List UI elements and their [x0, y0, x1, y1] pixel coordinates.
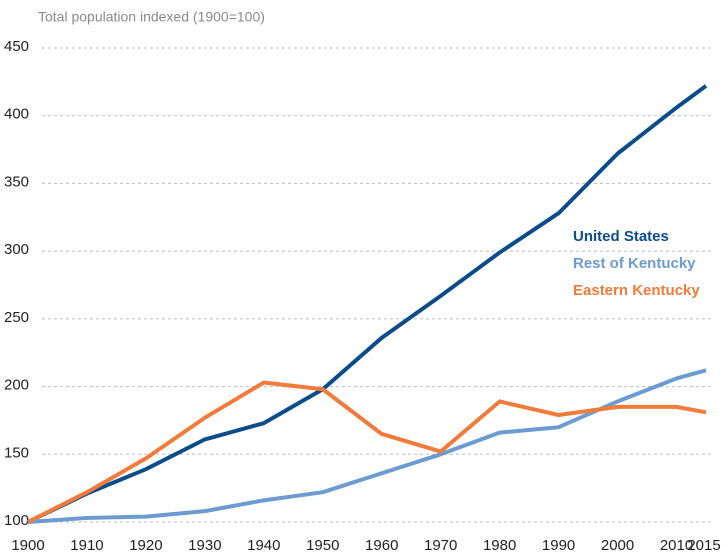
- line: [27, 368, 707, 524]
- y-tick-label: 250: [4, 309, 29, 326]
- x-tick-label: 1970: [424, 537, 457, 554]
- x-tick-label: 1990: [542, 537, 575, 554]
- line: [27, 84, 708, 524]
- x-tick-label: 1920: [129, 537, 162, 554]
- legend-entry: Rest of Kentucky: [573, 255, 696, 272]
- x-tick-label: 2000: [601, 537, 634, 554]
- y-tick-label: 450: [4, 38, 29, 55]
- y-tick-label: 200: [4, 377, 29, 394]
- x-tick-label: 2010: [660, 537, 693, 554]
- x-tick-label: 1960: [365, 537, 398, 554]
- y-tick-label: 400: [4, 106, 29, 123]
- x-tick-label: 1950: [306, 537, 339, 554]
- y-tick-label: 350: [4, 173, 29, 190]
- legend-entry: United States: [573, 228, 669, 245]
- y-tick-label: 300: [4, 241, 29, 258]
- line: [27, 380, 707, 524]
- legend-entry: Eastern Kentucky: [573, 282, 700, 299]
- x-tick-label: 1980: [483, 537, 516, 554]
- x-tick-label: 1930: [188, 537, 221, 554]
- y-tick-label: 100: [4, 512, 29, 529]
- chart-title: Total population indexed (1900=100): [38, 9, 265, 25]
- x-tick-label: 1910: [70, 537, 103, 554]
- y-tick-label: 150: [4, 444, 29, 461]
- x-tick-label: 1900: [11, 537, 44, 554]
- x-tick-label: 2015: [687, 537, 720, 554]
- x-tick-label: 1940: [247, 537, 280, 554]
